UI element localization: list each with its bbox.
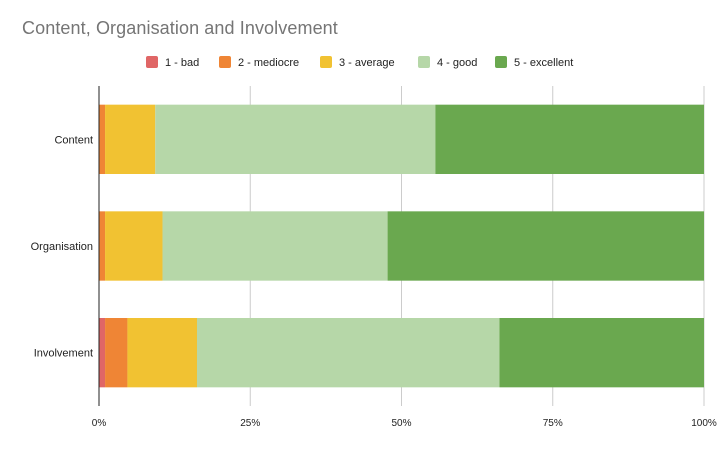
legend-label-3-average: 3 - average — [339, 57, 395, 69]
category-label-involvement: Involvement — [34, 348, 93, 360]
bar-involvement-1-bad — [99, 318, 106, 388]
chart-title: Content, Organisation and Involvement — [22, 18, 338, 38]
legend-swatch-1-bad — [146, 56, 158, 68]
legend-label-4-good: 4 - good — [437, 57, 477, 69]
bar-organisation-5-excellent — [387, 211, 704, 281]
legend-label-1-bad: 1 - bad — [165, 57, 199, 69]
x-tick-label-0: 0% — [92, 418, 107, 429]
bar-involvement-4-good — [197, 318, 500, 388]
category-label-organisation: Organisation — [31, 241, 93, 253]
bar-involvement-5-excellent — [499, 318, 704, 388]
legend-swatch-3-average — [320, 56, 332, 68]
category-label-content: Content — [54, 134, 93, 146]
bar-organisation-2-mediocre — [99, 211, 106, 281]
legend-label-5-excellent: 5 - excellent — [514, 57, 573, 69]
legend-swatch-5-excellent — [495, 56, 507, 68]
bar-content-3-average — [105, 104, 156, 174]
x-tick-label-4: 100% — [691, 418, 717, 429]
legend-label-2-mediocre: 2 - mediocre — [238, 57, 299, 69]
x-tick-label-2: 50% — [391, 418, 411, 429]
bar-content-4-good — [155, 104, 436, 174]
legend-swatch-2-mediocre — [219, 56, 231, 68]
bar-content-2-mediocre — [99, 104, 106, 174]
bar-involvement-2-mediocre — [105, 318, 128, 388]
bar-content-5-excellent — [435, 104, 704, 174]
legend: 1 - bad 2 - mediocre 3 - average 4 - good 5 … — [146, 56, 573, 69]
x-tick-label-3: 75% — [543, 418, 563, 429]
x-tick-label-1: 25% — [240, 418, 260, 429]
bar-organisation-4-good — [162, 211, 388, 281]
bar-organisation-3-average — [105, 211, 163, 281]
bar-involvement-3-average — [127, 318, 198, 388]
legend-swatch-4-good — [418, 56, 430, 68]
